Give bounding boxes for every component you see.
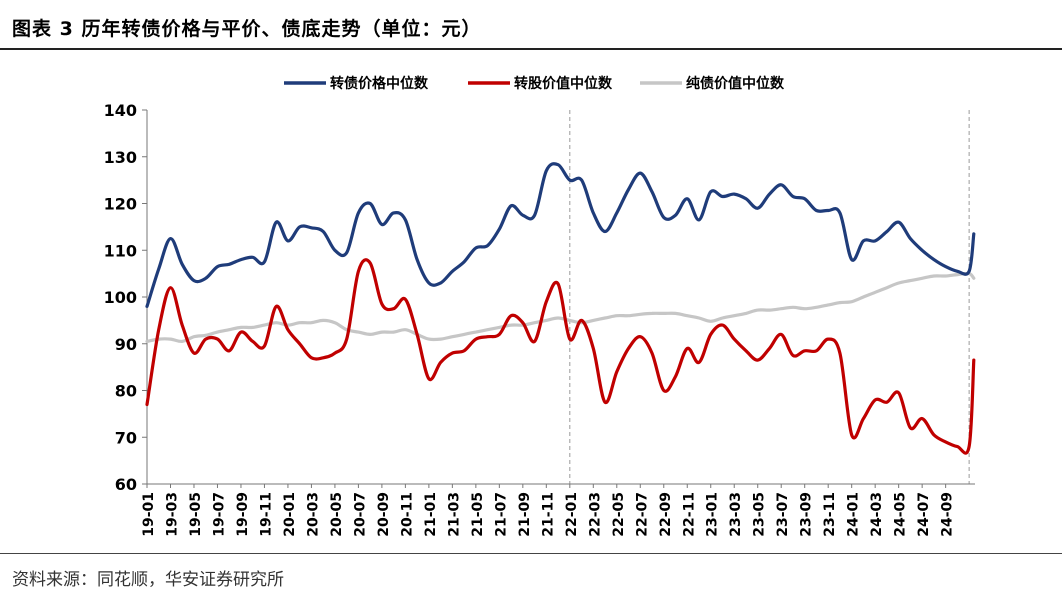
series-line-3 (145, 271, 976, 344)
series-line-1 (145, 162, 976, 308)
top-rule (0, 48, 1062, 50)
x-tick-label: 19-09 (235, 492, 251, 537)
figure-title: 图表 3 历年转债价格与平价、债底走势（单位：元） (12, 18, 482, 40)
x-tick-label: 24-07 (916, 492, 932, 537)
legend-label-3: 纯债价值中位数 (686, 75, 785, 92)
x-tick-label: 20-03 (305, 492, 321, 537)
x-tick-label: 23-01 (705, 492, 721, 537)
x-tick-label: 19-07 (211, 492, 227, 537)
x-tick-label: 20-01 (282, 492, 298, 537)
x-tick-label: 24-09 (940, 492, 956, 537)
x-tick-label: 23-05 (752, 492, 768, 537)
x-tick-label: 21-07 (493, 492, 509, 537)
x-tick-label: 22-01 (564, 492, 580, 537)
x-tick-label: 24-03 (869, 492, 885, 537)
x-tick-label: 20-05 (329, 492, 345, 537)
legend-label-2: 转股价值中位数 (514, 75, 613, 92)
legend-label-1: 转债价格中位数 (330, 75, 429, 92)
figure-source: 资料来源：同花顺，华安证券研究所 (12, 570, 284, 590)
x-tick-label: 23-09 (799, 492, 815, 537)
x-tick-label: 22-07 (634, 492, 650, 537)
x-tick-label: 23-07 (775, 492, 791, 537)
chart-legend: 转债价格中位数 转股价值中位数 纯债价值中位数 (284, 75, 785, 92)
y-tick-label: 110 (104, 241, 137, 260)
x-tick-label: 19-11 (258, 492, 274, 537)
y-tick-label: 60 (115, 475, 137, 494)
y-tick-label: 90 (115, 335, 137, 354)
x-tick-label: 19-01 (141, 492, 157, 537)
x-tick-label: 19-03 (164, 492, 180, 537)
y-tick-label: 130 (104, 148, 137, 167)
x-tick-label: 22-05 (611, 492, 627, 537)
y-tick-label: 140 (104, 101, 137, 120)
x-tick-label: 24-01 (846, 492, 862, 537)
x-tick-label: 21-11 (540, 492, 556, 537)
y-tick-label: 100 (104, 288, 137, 307)
plot-area (569, 110, 970, 484)
y-tick-label: 70 (115, 428, 137, 447)
x-tick-label: 20-09 (376, 492, 392, 537)
x-tick-label: 21-01 (423, 492, 439, 537)
y-axis: 60 70 80 90 100 110 120 130 140 (104, 101, 148, 494)
x-tick-label: 20-07 (352, 492, 368, 537)
series-line-2 (145, 258, 976, 455)
x-tick-label: 22-03 (587, 492, 603, 537)
x-tick-label: 21-03 (446, 492, 462, 537)
y-tick-label: 120 (104, 195, 137, 214)
x-tick-label: 21-09 (517, 492, 533, 537)
x-tick-label: 20-11 (399, 492, 415, 537)
x-tick-label: 21-05 (470, 492, 486, 537)
x-tick-label: 19-05 (188, 492, 204, 537)
x-tick-label: 22-11 (681, 492, 697, 537)
bottom-rule (0, 553, 1062, 554)
y-tick-label: 80 (115, 382, 137, 401)
series-group (145, 162, 976, 455)
x-tick-label: 23-03 (728, 492, 744, 537)
line-chart: 转债价格中位数 转股价值中位数 纯债价值中位数 60 70 80 90 100 110 120 1… (104, 75, 976, 537)
x-tick-label: 23-11 (822, 492, 838, 537)
x-tick-label: 22-09 (658, 492, 674, 537)
x-tick-label: 24-05 (893, 492, 909, 537)
x-axis: 19-01 19-03 19-05 19-07 19-09 19-11 20-01 20-03… (141, 483, 975, 537)
